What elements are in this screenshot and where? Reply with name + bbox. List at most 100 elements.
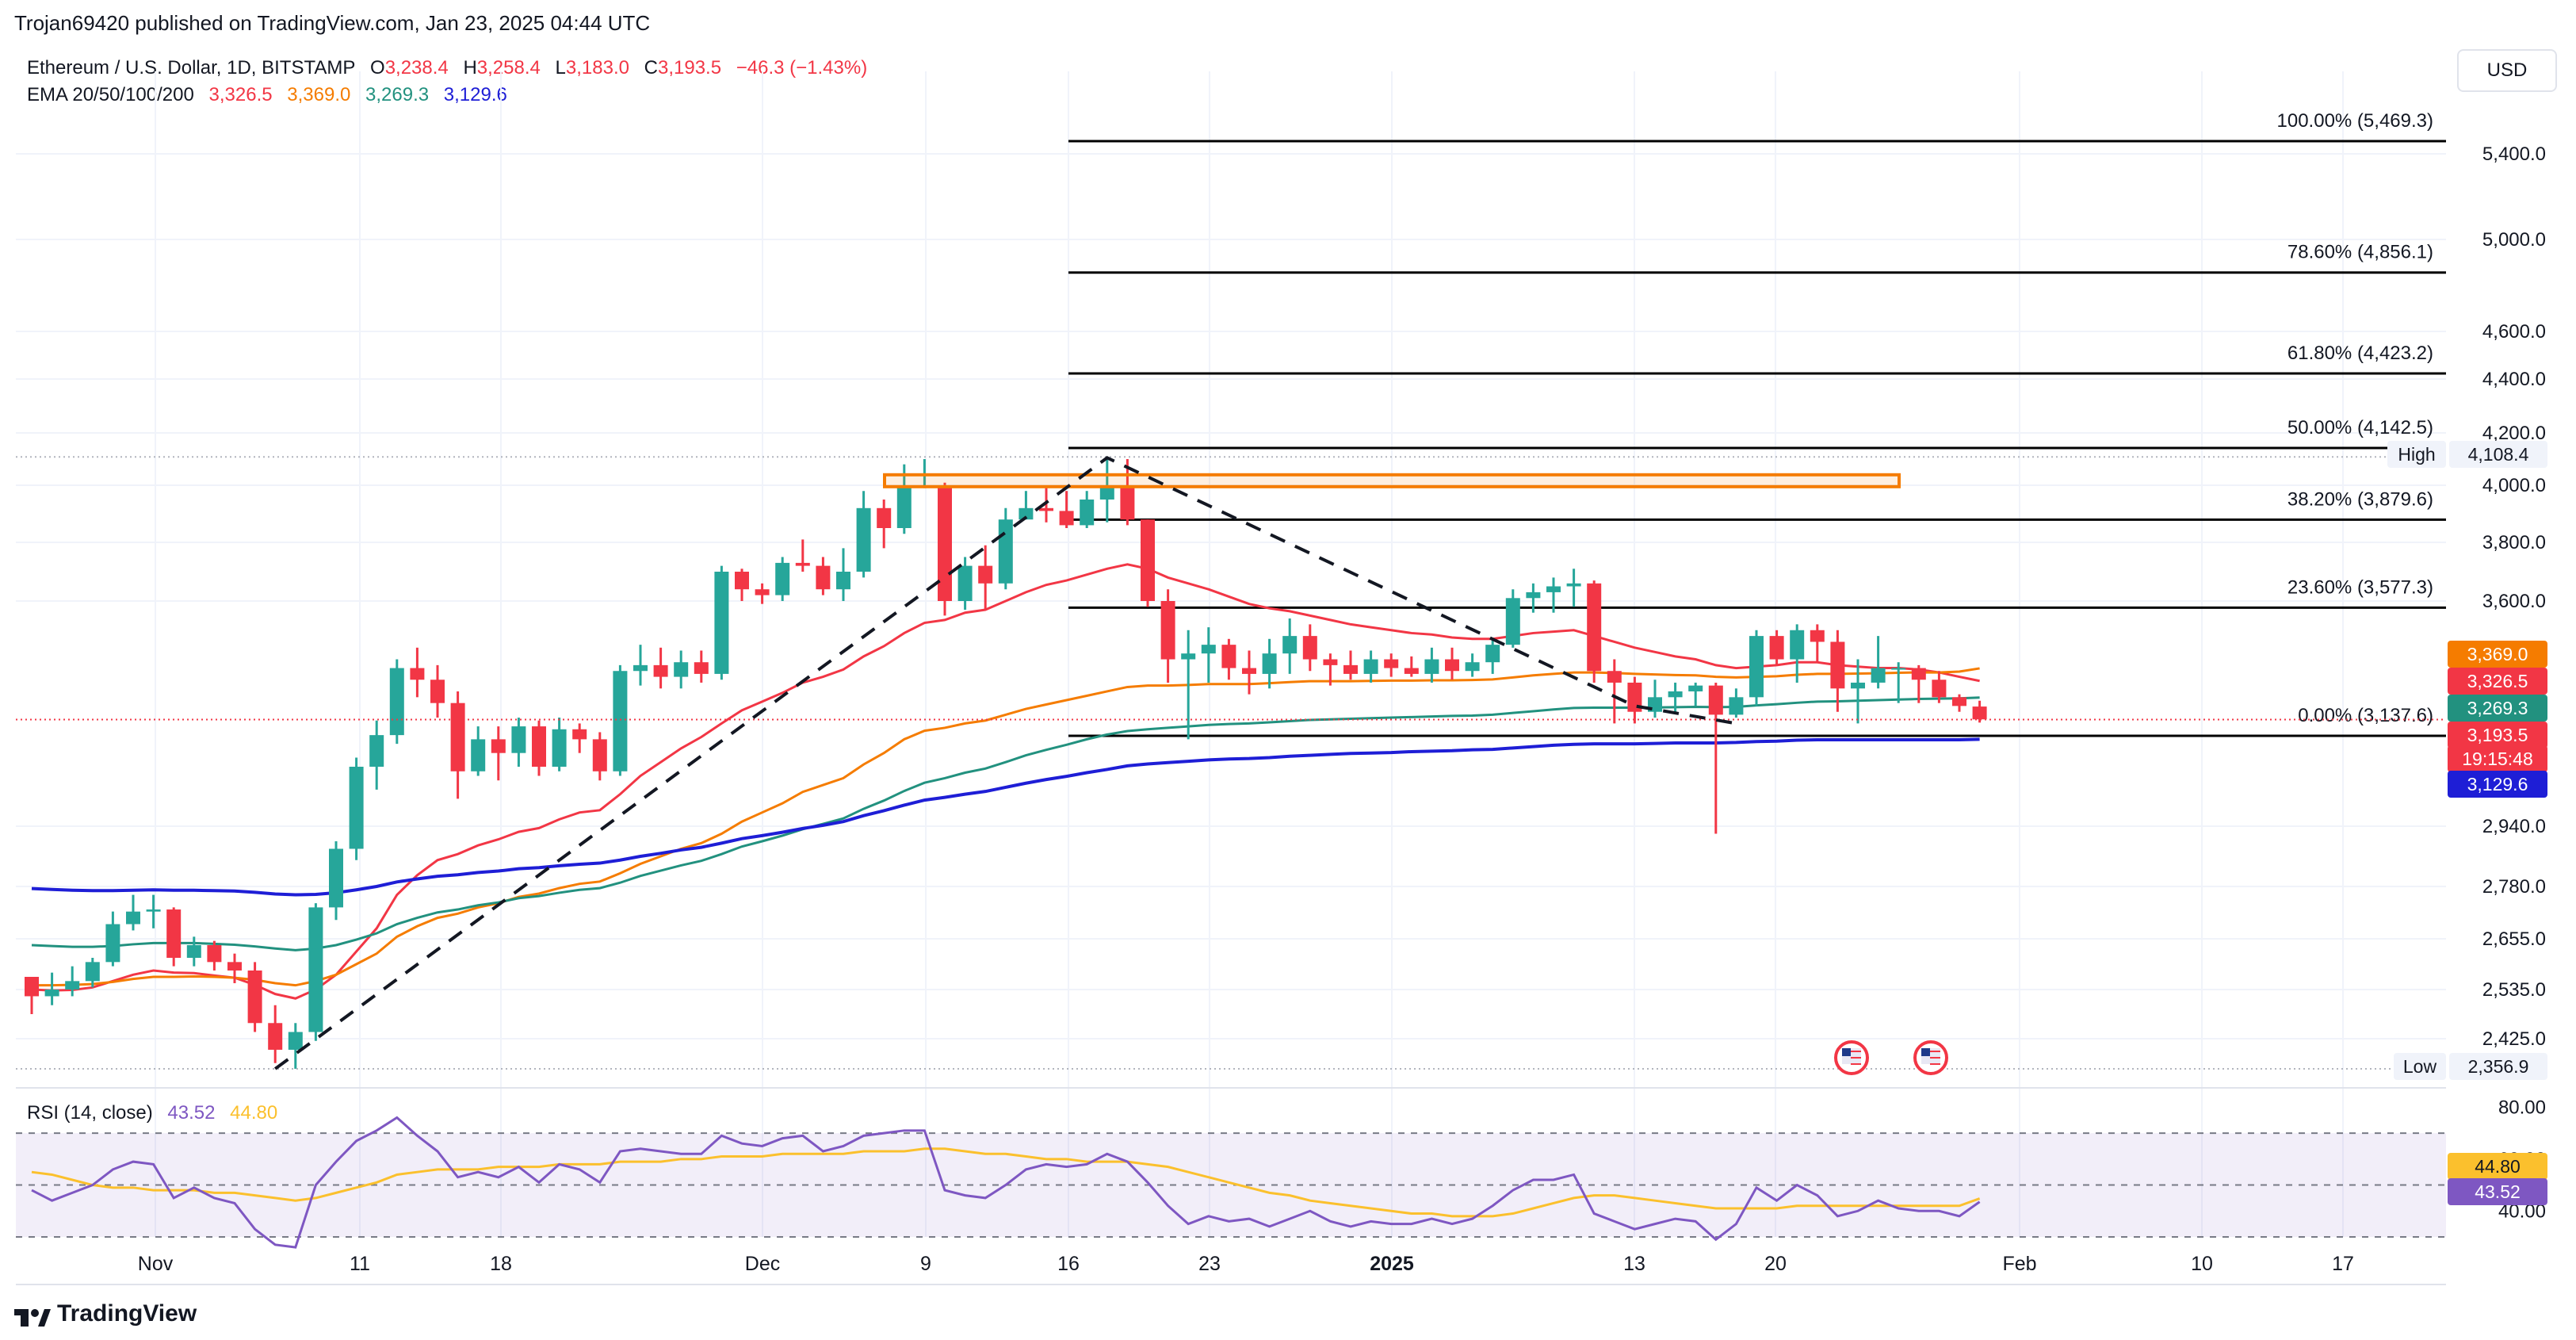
published-caption: Trojan69420 published on TradingView.com… <box>14 11 651 35</box>
candle-body <box>1749 636 1764 698</box>
time-axis[interactable]: Nov 11 18 Dec 9 16 23 2025 13 20 Feb 10 17 <box>138 1253 2354 1275</box>
price-tick-label: 5,000.0 <box>2482 229 2546 251</box>
candle-body <box>491 739 506 753</box>
candle-body <box>369 735 384 767</box>
candle-body <box>836 572 850 590</box>
currency-button[interactable]: USD <box>2457 49 2557 92</box>
high-value: 3,258.4 <box>476 57 541 78</box>
drawing-overlay <box>16 456 2446 1070</box>
candle-body <box>1810 630 1825 642</box>
candle-body <box>329 848 343 908</box>
time-tick-label: Feb <box>2002 1253 2036 1275</box>
price-tick-label: 2,535.0 <box>2482 979 2546 1001</box>
fib-level-label: 50.00% (4,142.5) <box>2287 417 2433 438</box>
candle-body <box>653 664 668 677</box>
candle-body <box>633 664 648 672</box>
fib-level-label: 100.00% (5,469.3) <box>2277 110 2433 132</box>
candle-body <box>1221 645 1236 668</box>
candle-body <box>288 1032 303 1050</box>
candle-body <box>532 726 546 767</box>
open-label: O <box>370 57 385 78</box>
candle-body <box>1099 485 1114 500</box>
ema-legend[interactable]: EMA 20/50/100/200 3,326.5 3,369.0 3,269.… <box>27 84 517 106</box>
rsi-legend[interactable]: RSI (14, close) 43.52 44.80 <box>27 1102 287 1124</box>
price-tick-label: 3,600.0 <box>2482 591 2546 612</box>
price-tick-label: 2,655.0 <box>2482 928 2546 950</box>
candle-body <box>1302 636 1317 660</box>
candles <box>25 457 1987 1069</box>
tradingview-logo[interactable]: TradingView <box>14 1300 197 1327</box>
candle-body <box>613 671 628 771</box>
fib-level-label: 0.00% (3,137.6) <box>2298 705 2433 726</box>
ema100-price-tag: 3,269.3 <box>2448 695 2547 722</box>
us-flag-event-icon <box>1921 1048 1930 1056</box>
rsi-tick-label: 80.00 <box>2498 1097 2546 1118</box>
candle-body <box>978 565 993 584</box>
low-label: L <box>555 57 566 78</box>
ema50-price-tag: 3,369.0 <box>2448 641 2547 668</box>
time-tick-label: 17 <box>2332 1253 2354 1275</box>
low-label-tag: Low <box>2394 1053 2446 1080</box>
candle-body <box>1607 671 1622 683</box>
close-value: 3,193.5 <box>657 57 722 78</box>
candle-body <box>1160 601 1175 660</box>
rsi-legend-label: RSI (14, close) <box>27 1102 153 1124</box>
ema200-price-tag: 3,129.6 <box>2448 771 2547 798</box>
candle-body <box>25 977 39 997</box>
price-tick-label: 2,780.0 <box>2482 876 2546 898</box>
candle-body <box>1019 507 1034 520</box>
time-tick-label: 23 <box>1198 1253 1221 1275</box>
time-tick-label: 9 <box>920 1253 931 1275</box>
event-flags[interactable] <box>1834 1040 1948 1075</box>
candle-body <box>1424 659 1439 674</box>
time-tick-label: Nov <box>138 1253 174 1275</box>
last-price-tag: 3,193.5 <box>2448 722 2547 748</box>
rsi-ma-value: 44.80 <box>230 1102 278 1124</box>
rsi-band <box>16 1133 2446 1237</box>
ema200-value: 3,129.6 <box>443 84 507 105</box>
time-tick-label: 11 <box>350 1253 370 1275</box>
candle-body <box>1729 697 1744 715</box>
fib-level-label: 78.60% (4,856.1) <box>2287 242 2433 263</box>
candle-body <box>1120 485 1135 520</box>
price-tick-label: 4,600.0 <box>2482 321 2546 343</box>
candle-body <box>1566 583 1581 587</box>
candle-body <box>674 662 689 677</box>
high-price-tag: 4,108.4 <box>2449 441 2547 468</box>
tradingview-mark-icon <box>14 1306 51 1327</box>
price-tick-label: 3,800.0 <box>2482 532 2546 553</box>
low-price-tag: 2,356.9 <box>2449 1053 2547 1080</box>
candle-body <box>1546 586 1561 592</box>
candle-body <box>1242 668 1256 674</box>
candle-body <box>938 485 952 601</box>
symbol-legend: Ethereum / U.S. Dollar, 1D, BITSTAMP O 3,… <box>27 57 877 79</box>
candle-body <box>795 562 810 566</box>
candle-body <box>1201 645 1216 654</box>
ema50-line <box>32 667 1980 987</box>
rsi-line <box>31 1116 1981 1249</box>
ema200-line <box>31 737 1980 897</box>
price-tick-label: 4,400.0 <box>2482 369 2546 390</box>
candle-body <box>998 519 1013 584</box>
candle-body <box>1708 685 1723 715</box>
bar-countdown-tag: 19:15:48 <box>2448 745 2547 772</box>
candle-body <box>1465 662 1480 672</box>
price-axis[interactable]: 5,400.0 5,000.0 4,600.0 4,400.0 4,200.0 4,000… <box>2482 144 2546 1050</box>
candle-body <box>1932 680 1947 698</box>
candle-body <box>816 565 831 590</box>
candle-body <box>1404 668 1419 674</box>
candle-body <box>450 703 465 771</box>
price-tick-label: 4,200.0 <box>2482 423 2546 444</box>
candle-body <box>714 572 729 674</box>
candle-body <box>166 909 182 958</box>
change-value: −46.3 (−1.43%) <box>736 57 868 78</box>
candle-body <box>247 971 262 1024</box>
candle-body <box>1668 691 1683 698</box>
symbol-name[interactable]: Ethereum / U.S. Dollar, 1D, BITSTAMP <box>27 57 356 78</box>
close-label: C <box>644 57 658 78</box>
us-flag-event-icon <box>1842 1048 1851 1056</box>
candle-body <box>694 662 709 674</box>
